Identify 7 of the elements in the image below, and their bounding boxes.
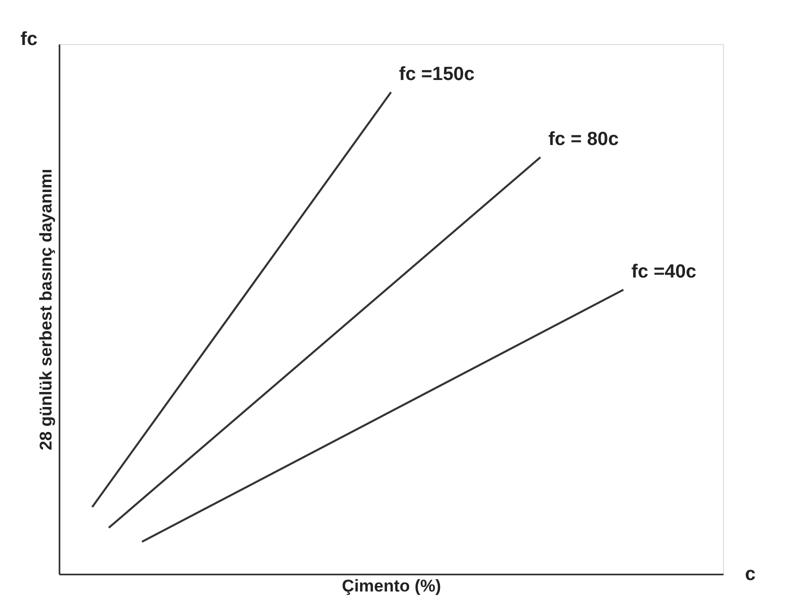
x-axis-title: Çimento (%) [342, 576, 442, 596]
series-label: fc =150c [399, 64, 475, 86]
y-axis-title: 28 günlük serbest basınç dayanımı [36, 168, 56, 450]
series-label: fc = 80c [548, 129, 620, 150]
series-label: fc =40c [631, 262, 697, 283]
text: fc [20, 29, 38, 50]
text: c [745, 564, 756, 585]
